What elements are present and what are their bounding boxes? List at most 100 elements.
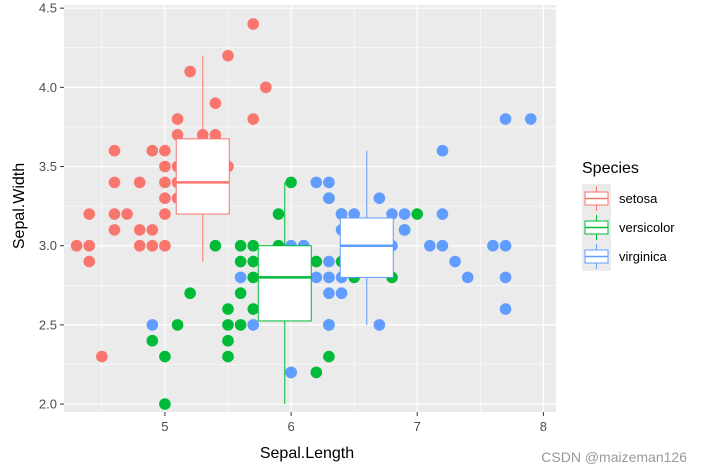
scatter-point-versicolor bbox=[234, 239, 247, 252]
scatter-point-virginica bbox=[499, 303, 512, 315]
y-tick-label: 2.5 bbox=[39, 317, 57, 332]
x-tick-label: 7 bbox=[414, 419, 421, 434]
scatter-point-setosa bbox=[133, 239, 146, 252]
legend-title: Species bbox=[582, 160, 639, 177]
scatter-point-setosa bbox=[209, 97, 222, 109]
y-tick-label: 4.5 bbox=[39, 1, 57, 16]
scatter-point-setosa bbox=[83, 208, 96, 220]
scatter-point-versicolor bbox=[411, 208, 424, 220]
scatter-point-virginica bbox=[335, 287, 348, 300]
scatter-point-setosa bbox=[159, 176, 171, 189]
y-axis-title: Sepal.Width bbox=[11, 163, 28, 249]
scatter-point-setosa bbox=[133, 224, 146, 236]
scatter-point-versicolor bbox=[310, 255, 323, 268]
scatter-point-versicolor bbox=[272, 208, 285, 220]
scatter-point-virginica bbox=[323, 176, 335, 189]
scatter-point-virginica bbox=[461, 271, 474, 284]
scatter-point-versicolor bbox=[209, 239, 222, 252]
boxplot-box-setosa bbox=[175, 138, 230, 215]
scatter-point-versicolor bbox=[247, 271, 260, 284]
scatter-point-setosa bbox=[108, 176, 121, 189]
scatter-point-virginica bbox=[310, 176, 323, 189]
scatter-point-virginica bbox=[323, 287, 335, 300]
scatter-point-setosa bbox=[83, 239, 96, 252]
scatter-point-setosa bbox=[108, 224, 121, 236]
scatter-point-virginica bbox=[499, 271, 512, 284]
scatter-point-virginica bbox=[323, 271, 335, 284]
scatter-point-virginica bbox=[373, 319, 386, 331]
scatter-point-setosa bbox=[184, 65, 196, 78]
scatter-point-virginica bbox=[335, 208, 348, 220]
scatter-point-virginica bbox=[398, 224, 411, 236]
x-tick-label: 8 bbox=[540, 419, 547, 434]
scatter-point-versicolor bbox=[171, 319, 184, 331]
y-tick-label: 3.5 bbox=[39, 159, 57, 174]
scatter-point-virginica bbox=[323, 255, 335, 268]
scatter-point-versicolor bbox=[247, 255, 260, 268]
boxplot-box-versicolor bbox=[257, 245, 312, 322]
scatter-point-virginica bbox=[373, 192, 386, 205]
scatter-point-virginica bbox=[234, 271, 247, 284]
scatter-point-virginica bbox=[499, 113, 512, 125]
scatter-point-virginica bbox=[499, 239, 512, 252]
scatter-point-versicolor bbox=[222, 319, 234, 331]
axis-ticks: 5 6 7 8 2.0 2.5 3.0 3.5 4.0 4.5 bbox=[39, 1, 547, 434]
scatter-point-virginica bbox=[524, 113, 537, 125]
scatter-point-setosa bbox=[146, 144, 159, 157]
scatter-point-virginica bbox=[424, 239, 436, 252]
scatter-point-virginica bbox=[247, 319, 260, 331]
boxplot-box-virginica bbox=[339, 217, 394, 278]
scatter-point-setosa bbox=[209, 129, 222, 141]
scatter-point-virginica bbox=[436, 144, 449, 157]
scatter-point-setosa bbox=[159, 239, 171, 252]
scatter-point-setosa bbox=[108, 144, 121, 157]
scatter-point-virginica bbox=[398, 208, 411, 220]
scatter-point-virginica bbox=[449, 255, 461, 268]
scatter-point-versicolor bbox=[247, 239, 260, 252]
scatter-point-versicolor bbox=[159, 350, 171, 363]
scatter-point-virginica bbox=[310, 271, 323, 284]
scatter-point-versicolor bbox=[146, 334, 159, 347]
scatter-point-virginica bbox=[323, 192, 335, 205]
scatter-point-virginica bbox=[436, 239, 449, 252]
x-axis-title: Sepal.Length bbox=[260, 445, 354, 462]
scatter-point-setosa bbox=[146, 239, 159, 252]
scatter-point-virginica bbox=[386, 208, 398, 220]
scatter-point-virginica bbox=[285, 366, 297, 379]
scatter-point-virginica bbox=[146, 319, 159, 331]
scatter-point-versicolor bbox=[234, 319, 247, 331]
scatter-point-setosa bbox=[171, 113, 184, 125]
scatter-point-versicolor bbox=[222, 334, 234, 347]
y-tick-label: 3.0 bbox=[39, 238, 57, 253]
scatter-point-versicolor bbox=[222, 303, 234, 315]
legend-label-versicolor: versicolor bbox=[619, 220, 675, 235]
scatter-point-setosa bbox=[159, 192, 171, 205]
legend-label-setosa: setosa bbox=[619, 191, 658, 206]
scatter-point-versicolor bbox=[323, 350, 335, 363]
scatter-point-setosa bbox=[70, 239, 83, 252]
scatter-point-setosa bbox=[159, 208, 171, 220]
scatter-point-virginica bbox=[348, 208, 360, 220]
scatter-point-setosa bbox=[159, 144, 171, 157]
scatter-point-setosa bbox=[171, 129, 184, 141]
scatter-point-setosa bbox=[260, 81, 272, 94]
scatter-point-setosa bbox=[222, 49, 234, 62]
watermark-text: CSDN @maizeman126 bbox=[541, 449, 687, 465]
scatter-point-setosa bbox=[121, 208, 133, 220]
scatter-point-virginica bbox=[323, 319, 335, 331]
scatter-point-virginica bbox=[436, 208, 449, 220]
scatter-point-setosa bbox=[247, 18, 260, 30]
scatter-point-versicolor bbox=[234, 287, 247, 300]
major-gridlines bbox=[64, 5, 556, 412]
scatter-point-versicolor bbox=[222, 350, 234, 363]
scatter-point-setosa bbox=[146, 224, 159, 236]
x-tick-label: 5 bbox=[161, 419, 168, 434]
y-tick-label: 4.0 bbox=[39, 80, 57, 95]
legend-label-virginica: virginica bbox=[619, 249, 667, 264]
scatter-point-setosa bbox=[83, 255, 96, 268]
scatter-point-setosa bbox=[159, 160, 171, 173]
scatter-point-versicolor bbox=[247, 303, 260, 315]
scatter-point-setosa bbox=[133, 176, 146, 189]
boxplots bbox=[175, 55, 394, 405]
